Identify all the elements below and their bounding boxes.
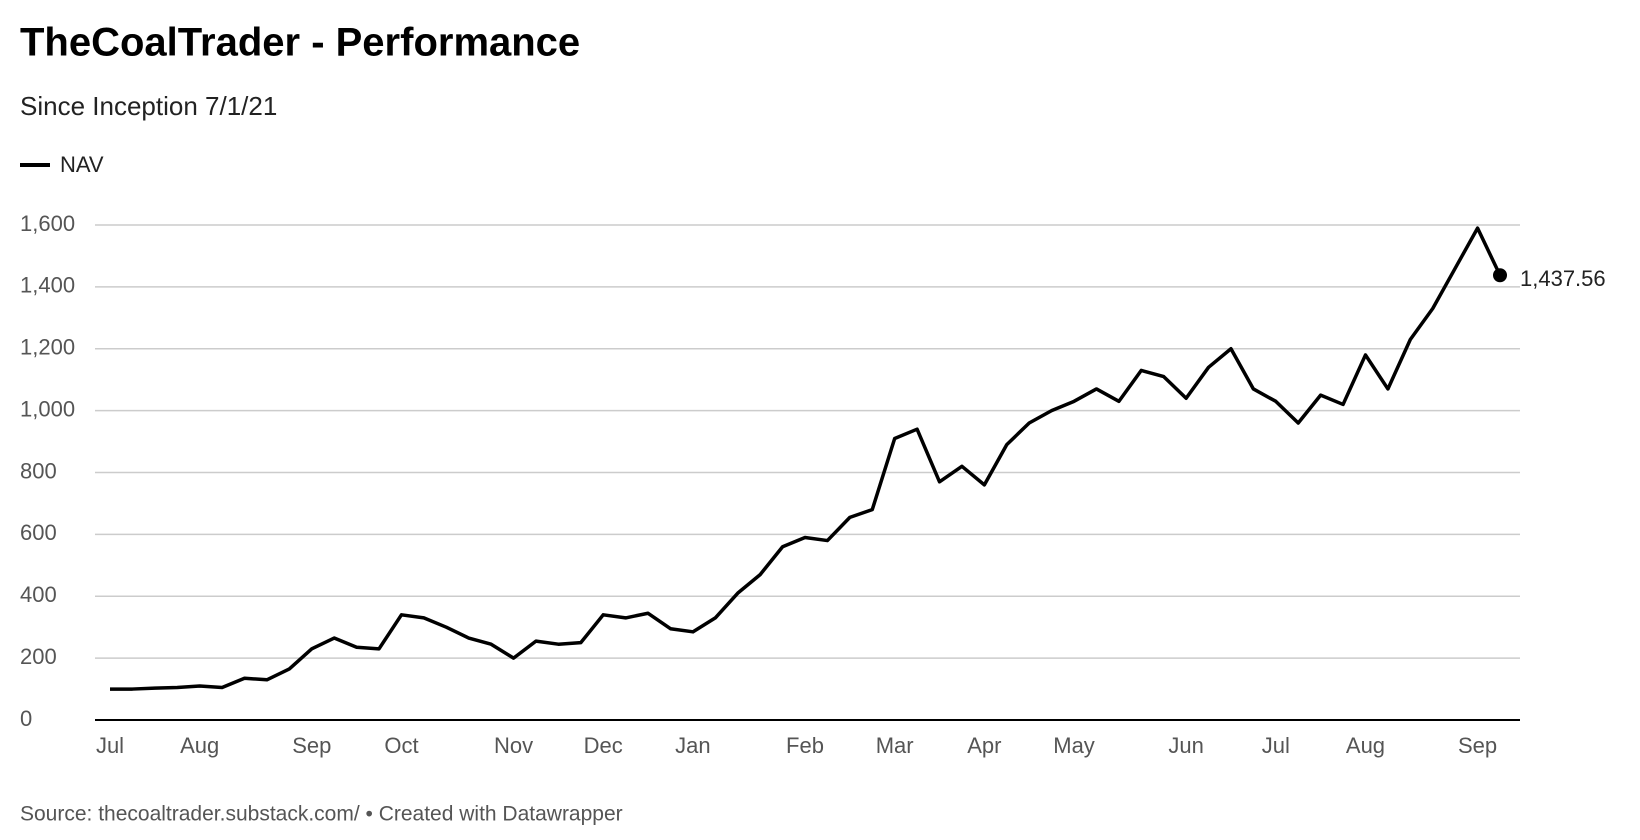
- y-tick-label: 1,400: [20, 273, 75, 298]
- y-tick-label: 1,200: [20, 335, 75, 360]
- x-tick-label: Aug: [1346, 733, 1385, 758]
- x-tick-label: Feb: [786, 733, 824, 758]
- x-tick-label: May: [1053, 733, 1095, 758]
- y-tick-label: 1,600: [20, 211, 75, 236]
- source-note: Source: thecoaltrader.substack.com/ • Cr…: [20, 803, 623, 826]
- x-tick-label: Mar: [876, 733, 914, 758]
- x-tick-label: Jan: [675, 733, 710, 758]
- legend-label: NAV: [60, 152, 104, 177]
- y-tick-label: 200: [20, 644, 57, 669]
- x-tick-label: Jul: [1262, 733, 1290, 758]
- x-tick-label: Sep: [1458, 733, 1497, 758]
- x-tick-label: Nov: [494, 733, 533, 758]
- x-tick-label: Apr: [967, 733, 1001, 758]
- end-point: [1493, 268, 1507, 283]
- value-label: 1,437.56: [1520, 266, 1606, 291]
- y-tick-label: 600: [20, 520, 57, 545]
- x-tick-label: Dec: [584, 733, 623, 758]
- x-tick-label: Sep: [292, 733, 331, 758]
- nav-line: [110, 226, 1502, 691]
- y-tick-label: 800: [20, 458, 57, 483]
- chart-subtitle: Since Inception 7/1/21: [20, 91, 277, 121]
- chart-title: TheCoalTrader - Performance: [20, 21, 580, 65]
- x-tick-label: Oct: [384, 733, 418, 758]
- y-tick-label: 1,000: [20, 396, 75, 421]
- y-tick-label: 0: [20, 706, 32, 731]
- x-tick-label: Jun: [1168, 733, 1203, 758]
- y-tick-label: 400: [20, 582, 57, 607]
- x-tick-label: Aug: [180, 733, 219, 758]
- x-tick-label: Jul: [96, 733, 124, 758]
